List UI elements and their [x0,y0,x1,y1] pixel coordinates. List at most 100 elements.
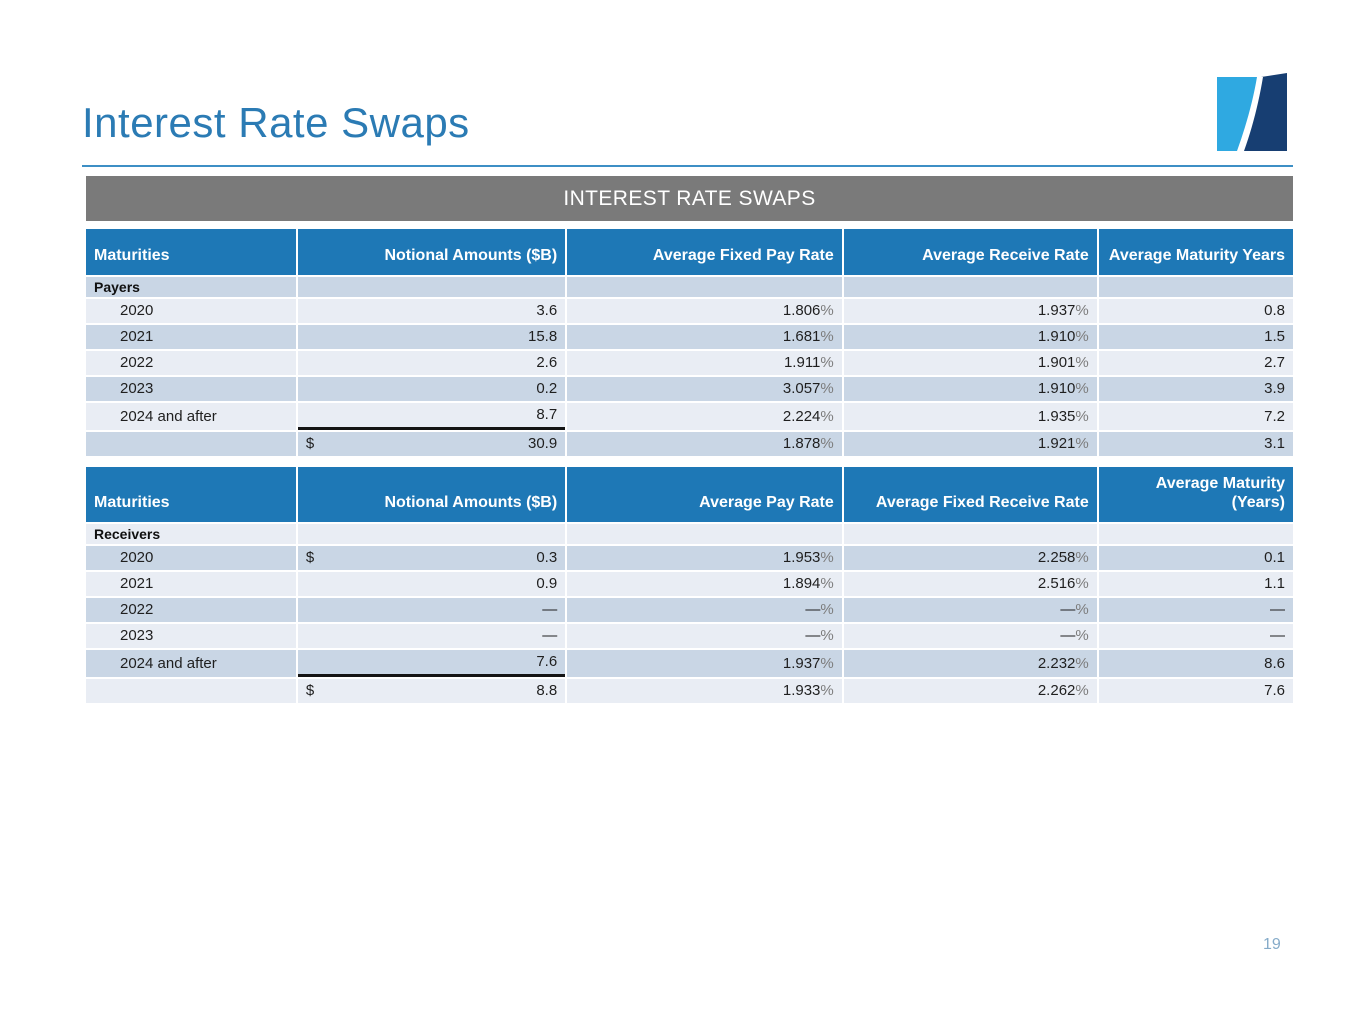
maturity-cell: 2020 [86,298,296,323]
maturity-cell: 2021 [86,571,296,596]
receive-rate-cell: 1.910% [843,324,1097,349]
receive-rate-cell: 2.516% [843,571,1097,596]
pay-rate-cell: 1.806% [567,298,842,323]
notional-value: — [542,601,558,619]
receivers-table: Maturities Notional Amounts ($B) Average… [84,465,1295,705]
percent-sign: % [1075,380,1089,398]
receive-rate-cell: 1.937% [843,298,1097,323]
col-header-maturities: Maturities [86,466,296,522]
title-divider [82,165,1293,167]
notional-cell: 0.9 [297,571,566,596]
receive-rate-cell: 1.910% [843,376,1097,401]
notional-cell: $0.3 [297,545,566,570]
rate-value: 2.224 [782,407,821,425]
section-row-payers: Payers [86,276,1293,297]
percent-sign: % [1075,354,1089,372]
maturity-years-cell: 0.8 [1098,298,1293,323]
notional-cell: 8.7 [297,402,566,430]
percent-sign: % [1075,328,1089,346]
pay-rate-cell: 2.224% [567,402,842,430]
notional-total-cell: $8.8 [297,678,566,703]
pay-rate-total-cell: 1.878% [567,431,842,456]
receive-rate-total-cell: 2.262% [843,678,1097,703]
rate-value: 2.262 [1037,682,1076,700]
percent-sign: % [1075,407,1089,425]
maturity-years-cell: 7.2 [1098,402,1293,430]
percent-sign: % [820,575,834,593]
rate-value: 1.953 [782,549,821,567]
table-row: 2022 2.6 1.911% 1.901% 2.7 [86,350,1293,375]
empty-cell [1098,276,1293,297]
payers-table: Maturities Notional Amounts ($B) Average… [84,227,1295,458]
table-row: 2021 0.9 1.894% 2.516% 1.1 [86,571,1293,596]
percent-sign: % [820,627,834,645]
pay-rate-cell: —% [567,623,842,648]
notional-value: 3.6 [536,302,558,320]
percent-sign: % [820,354,834,372]
percent-sign: % [820,601,834,619]
receive-rate-cell: 2.232% [843,649,1097,677]
receive-rate-cell: 1.901% [843,350,1097,375]
pay-rate-cell: 1.937% [567,649,842,677]
rate-value: 3.057 [782,380,821,398]
table-row: 2023 — —% —% — [86,623,1293,648]
empty-cell [86,431,296,456]
percent-sign: % [1075,627,1089,645]
rate-value: 1.911 [783,354,821,372]
percent-sign: % [1075,682,1089,700]
notional-value: — [542,627,558,645]
page-title: Interest Rate Swaps [82,99,470,146]
page-number: 19 [1263,936,1281,953]
percent-sign: % [820,682,834,700]
receive-rate-cell: —% [843,597,1097,622]
payers-header-row: Maturities Notional Amounts ($B) Average… [86,229,1293,275]
maturity-cell: 2020 [86,545,296,570]
currency-symbol: $ [305,549,315,567]
notional-cell: 3.6 [297,298,566,323]
empty-cell [843,276,1097,297]
pay-rate-total-cell: 1.933% [567,678,842,703]
rate-value: 1.901 [1037,354,1076,372]
percent-sign: % [1075,575,1089,593]
percent-sign: % [820,328,834,346]
col-header-avg-maturity-years: Average Maturity (Years) [1098,466,1293,522]
notional-cell: 7.6 [297,649,566,677]
table-row: 2024 and after 7.6 1.937% 2.232% 8.6 [86,649,1293,677]
col-header-avg-fixed-receive-rate: Average Fixed Receive Rate [843,466,1097,522]
notional-value: 30.9 [527,435,558,453]
table-row: 2021 15.8 1.681% 1.910% 1.5 [86,324,1293,349]
notional-value: 0.3 [536,549,558,567]
rate-value: 1.806 [782,302,821,320]
notional-value: 8.7 [536,406,558,424]
rate-value: 1.921 [1037,435,1076,453]
percent-sign: % [1075,549,1089,567]
maturity-years-cell: 3.9 [1098,376,1293,401]
receivers-header-row: Maturities Notional Amounts ($B) Average… [86,466,1293,522]
maturity-cell: 2021 [86,324,296,349]
percent-sign: % [820,549,834,567]
col-header-notional-amounts: Notional Amounts ($B) [297,466,566,522]
rate-value: 1.910 [1037,380,1076,398]
rate-value: 1.935 [1037,407,1076,425]
rate-value: — [1060,601,1076,619]
notional-cell: 2.6 [297,350,566,375]
maturity-years-cell: 8.6 [1098,649,1293,677]
notional-value: 0.2 [536,380,558,398]
percent-sign: % [1075,302,1089,320]
rate-value: 1.878 [782,435,821,453]
rate-value: 1.933 [782,682,821,700]
receive-rate-cell: 1.935% [843,402,1097,430]
maturity-cell: 2023 [86,376,296,401]
notional-value: 8.8 [536,682,558,700]
col-header-avg-receive-rate: Average Receive Rate [843,229,1097,275]
percent-sign: % [820,380,834,398]
rate-value: 1.910 [1037,328,1076,346]
rate-value: 1.681 [782,328,821,346]
maturity-cell: 2023 [86,623,296,648]
notional-value: 15.8 [527,328,558,346]
table-banner: INTEREST RATE SWAPS [86,176,1293,221]
maturity-cell: 2024 and after [86,649,296,677]
percent-sign: % [820,407,834,425]
col-header-avg-maturity-years: Average Maturity Years [1098,229,1293,275]
table-row: 2022 — —% —% — [86,597,1293,622]
